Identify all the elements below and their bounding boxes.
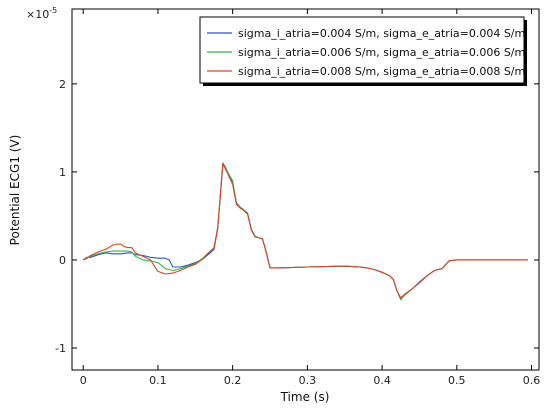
y-tick-label: 2 [59, 78, 66, 91]
series-line-2 [82, 162, 528, 301]
series-group [82, 162, 528, 301]
x-axis: 0 0.1 0.2 0.3 0.4 0.5 0.6 [80, 9, 541, 387]
x-tick-label: 0.3 [299, 374, 317, 387]
legend[interactable]: sigma_i_atria=0.004 S/m, sigma_e_atria=0… [199, 16, 527, 86]
y-tick-label: -1 [55, 342, 66, 355]
x-tick-label: 0 [80, 374, 87, 387]
y-multiplier-exponent: -5 [49, 6, 57, 15]
legend-box [199, 16, 525, 84]
y-tick-label: 1 [59, 166, 66, 179]
legend-label-3: sigma_i_atria=0.008 S/m, sigma_e_atria=0… [238, 65, 525, 78]
y-axis-title: Potential ECG1 (V) [8, 135, 22, 246]
x-tick-label: 0.5 [448, 374, 466, 387]
x-tick-label: 0.6 [523, 374, 541, 387]
legend-label-1: sigma_i_atria=0.004 S/m, sigma_e_atria=0… [238, 27, 525, 40]
y-tick-label: 0 [59, 254, 66, 267]
legend-label-2: sigma_i_atria=0.006 S/m, sigma_e_atria=0… [238, 46, 525, 59]
y-multiplier-label: ×10-5 [26, 6, 57, 21]
y-axis: -1 0 1 2 [55, 78, 539, 355]
x-tick-label: 0.2 [224, 374, 242, 387]
x-tick-label: 0.4 [373, 374, 391, 387]
series-line-3 [82, 162, 528, 299]
x-tick-label: 0.1 [149, 374, 167, 387]
x-axis-title: Time (s) [280, 390, 330, 404]
